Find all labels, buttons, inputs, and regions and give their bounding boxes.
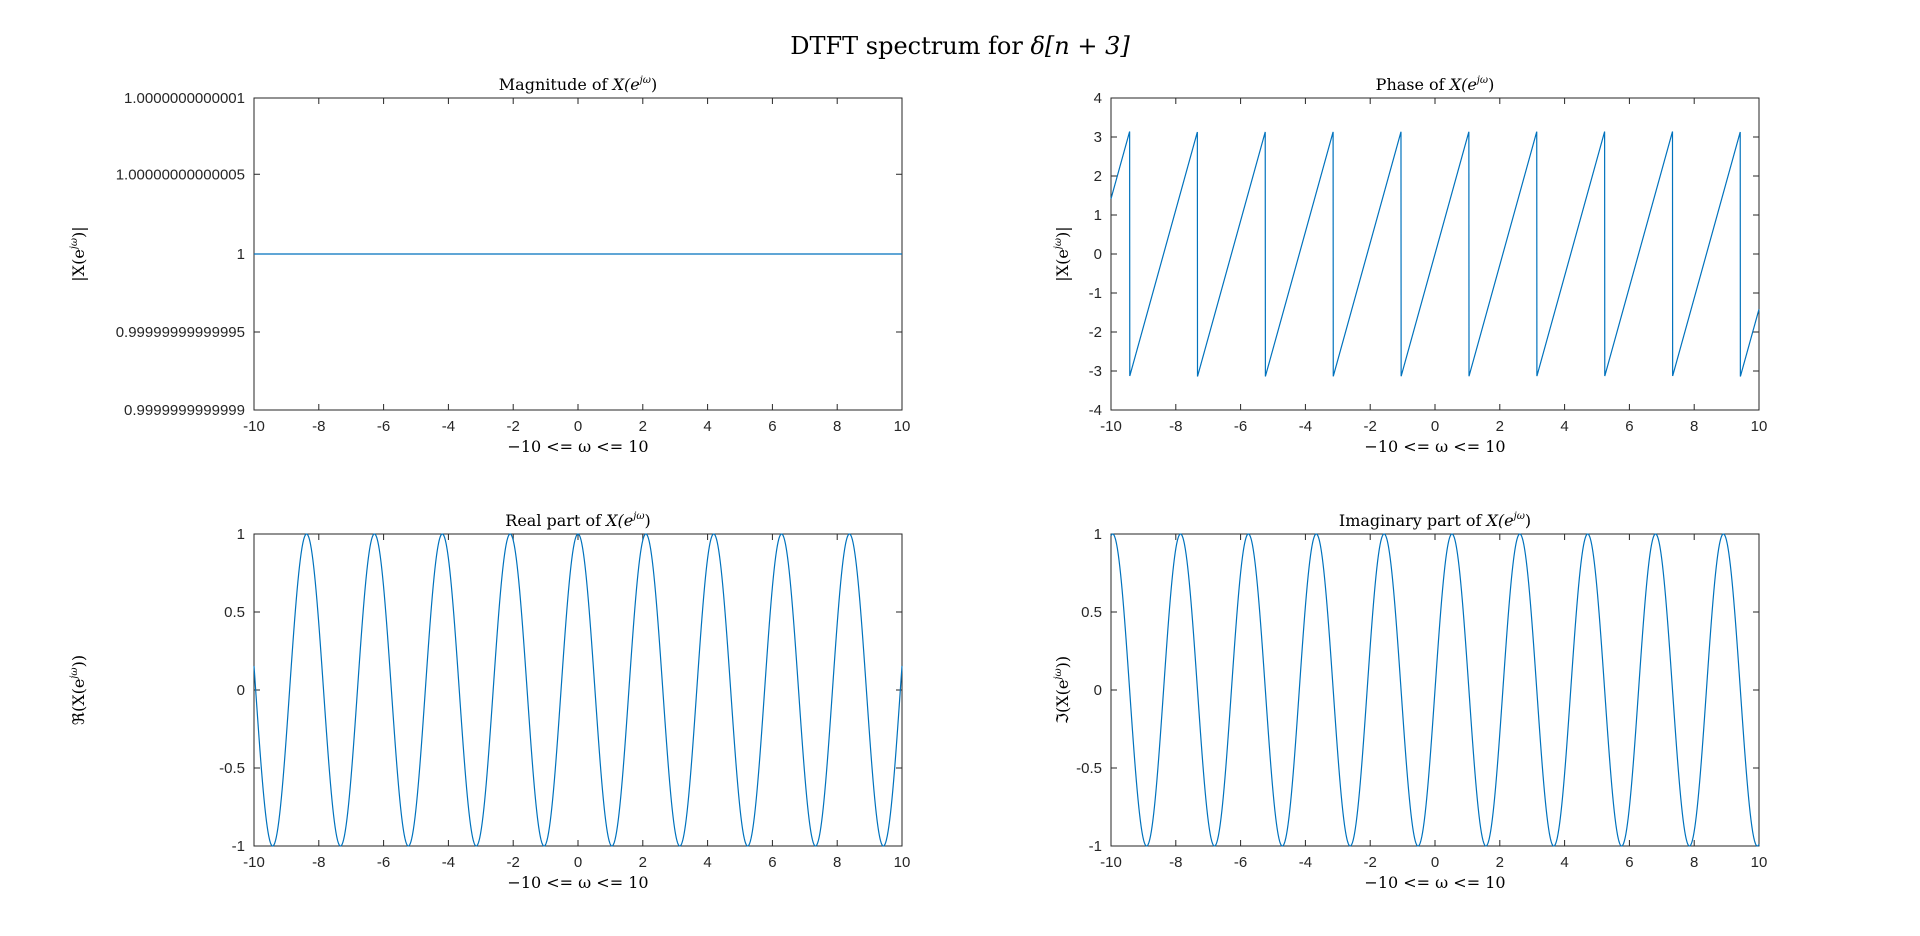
x-tick-label: 4 xyxy=(703,854,711,871)
y-tick-label: 0.5 xyxy=(224,604,245,621)
x-tick-label: -2 xyxy=(507,854,520,871)
figure-suptitle: DTFT spectrum for δ[n + 3] xyxy=(790,32,1130,60)
x-tick-label: -4 xyxy=(1299,854,1312,871)
x-tick-label: -6 xyxy=(1234,418,1247,435)
y-tick-label: -3 xyxy=(1089,363,1102,380)
subplot-title-real: Real part of X(ejω) xyxy=(505,511,650,530)
y-axis-label: ℜ(X(ejω)) xyxy=(69,655,88,725)
y-tick-label: -2 xyxy=(1089,324,1102,341)
y-tick-label: 1 xyxy=(1094,526,1102,543)
x-tick-label: 2 xyxy=(1496,418,1504,435)
x-tick-label: -2 xyxy=(507,418,520,435)
x-axis-label: −10 <= ω <= 10 xyxy=(507,437,648,456)
x-tick-label: 8 xyxy=(833,418,841,435)
x-tick-label: -4 xyxy=(442,854,455,871)
subplot-real: -10 -8 -6 -4 -2 0 2 4 6 8 10 -1 -0.5 0 0.5 1 Real part o… xyxy=(69,511,910,892)
subplot-title-magnitude: Magnitude of X(ejω) xyxy=(499,75,657,94)
y-tick-label: 0 xyxy=(1094,246,1102,263)
x-axis-label: −10 <= ω <= 10 xyxy=(1364,437,1505,456)
x-tick-label: -10 xyxy=(1100,418,1122,435)
y-tick-label: -0.5 xyxy=(219,760,245,777)
x-tick-label: 8 xyxy=(833,854,841,871)
x-tick-label: -2 xyxy=(1364,418,1377,435)
x-tick-label: 2 xyxy=(639,418,647,435)
x-tick-label: 10 xyxy=(1751,854,1768,871)
y-tick-label: 1 xyxy=(1094,207,1102,224)
x-tick-label: 4 xyxy=(703,418,711,435)
y-tick-label: -4 xyxy=(1089,402,1102,419)
y-tick-label: 1.0000000000001 xyxy=(124,90,245,107)
y-axis-label: ℑ(X(ejω)) xyxy=(1053,656,1072,724)
y-tick-label: 0.99999999999995 xyxy=(116,324,245,341)
y-tick-label: 1 xyxy=(237,246,245,263)
x-tick-label: 4 xyxy=(1560,418,1568,435)
x-tick-label: 8 xyxy=(1690,854,1698,871)
x-tick-label: 6 xyxy=(1625,418,1633,435)
y-tick-label: 0.9999999999999 xyxy=(124,402,245,419)
subplot-title-imaginary: Imaginary part of X(ejω) xyxy=(1339,511,1531,530)
y-tick-label: 1 xyxy=(237,526,245,543)
x-tick-label: 10 xyxy=(894,854,911,871)
x-tick-label: -8 xyxy=(1169,854,1182,871)
y-tick-label: -0.5 xyxy=(1076,760,1102,777)
series-line-imaginary xyxy=(1110,533,1760,847)
x-tick-label: 4 xyxy=(1560,854,1568,871)
x-tick-label: -8 xyxy=(1169,418,1182,435)
x-tick-label: -4 xyxy=(442,418,455,435)
x-tick-label: 6 xyxy=(1625,854,1633,871)
y-tick-label: 0.5 xyxy=(1081,604,1102,621)
x-tick-label: 0 xyxy=(574,854,582,871)
x-tick-label: 8 xyxy=(1690,418,1698,435)
x-tick-label: 6 xyxy=(768,418,776,435)
y-tick-label: -1 xyxy=(1089,285,1102,302)
y-tick-label: 3 xyxy=(1094,129,1102,146)
x-tick-label: -6 xyxy=(377,418,390,435)
subplot-grid: -10 -8 -6 -4 -2 0 2 4 6 8 100.99999999999990.99999… xyxy=(69,75,1767,892)
x-tick-label: -10 xyxy=(1100,854,1122,871)
x-tick-label: -6 xyxy=(1234,854,1247,871)
x-tick-label: 0 xyxy=(574,418,582,435)
x-tick-label: -6 xyxy=(377,854,390,871)
x-tick-label: -10 xyxy=(243,418,265,435)
y-tick-label: 0 xyxy=(1094,682,1102,699)
x-tick-label: -2 xyxy=(1364,854,1377,871)
y-tick-label: 2 xyxy=(1094,168,1102,185)
x-tick-label: 10 xyxy=(894,418,911,435)
x-tick-label: 2 xyxy=(639,854,647,871)
x-tick-label: 0 xyxy=(1431,418,1439,435)
x-tick-label: -8 xyxy=(312,854,325,871)
y-tick-label: 0 xyxy=(237,682,245,699)
x-axis-label: −10 <= ω <= 10 xyxy=(1364,873,1505,892)
y-axis-label: |X(ejω)| xyxy=(69,226,88,281)
x-tick-label: 10 xyxy=(1751,418,1768,435)
plot-area-real xyxy=(253,533,903,847)
subplot-imaginary: -10 -8 -6 -4 -2 0 2 4 6 8 10 -1 -0.5 0 0.5 1 Imaginary p… xyxy=(1053,511,1767,892)
y-tick-label: -1 xyxy=(232,838,245,855)
x-axis-label: −10 <= ω <= 10 xyxy=(507,873,648,892)
x-tick-label: -10 xyxy=(243,854,265,871)
y-axis-label: |X(ejω)| xyxy=(1053,226,1072,281)
x-tick-label: 0 xyxy=(1431,854,1439,871)
y-tick-label: -1 xyxy=(1089,838,1102,855)
x-tick-label: -4 xyxy=(1299,418,1312,435)
x-tick-label: -8 xyxy=(312,418,325,435)
y-tick-label: 1.00000000000005 xyxy=(116,166,245,183)
series-line-phase xyxy=(1110,131,1760,377)
x-tick-label: 6 xyxy=(768,854,776,871)
series-line-real xyxy=(253,533,903,847)
y-tick-label: 4 xyxy=(1094,90,1102,107)
subplot-title-phase: Phase of X(ejω) xyxy=(1376,75,1495,94)
subplot-magnitude: -10 -8 -6 -4 -2 0 2 4 6 8 10 0.9999999999999 0.99999… xyxy=(69,75,910,456)
x-tick-label: 2 xyxy=(1496,854,1504,871)
